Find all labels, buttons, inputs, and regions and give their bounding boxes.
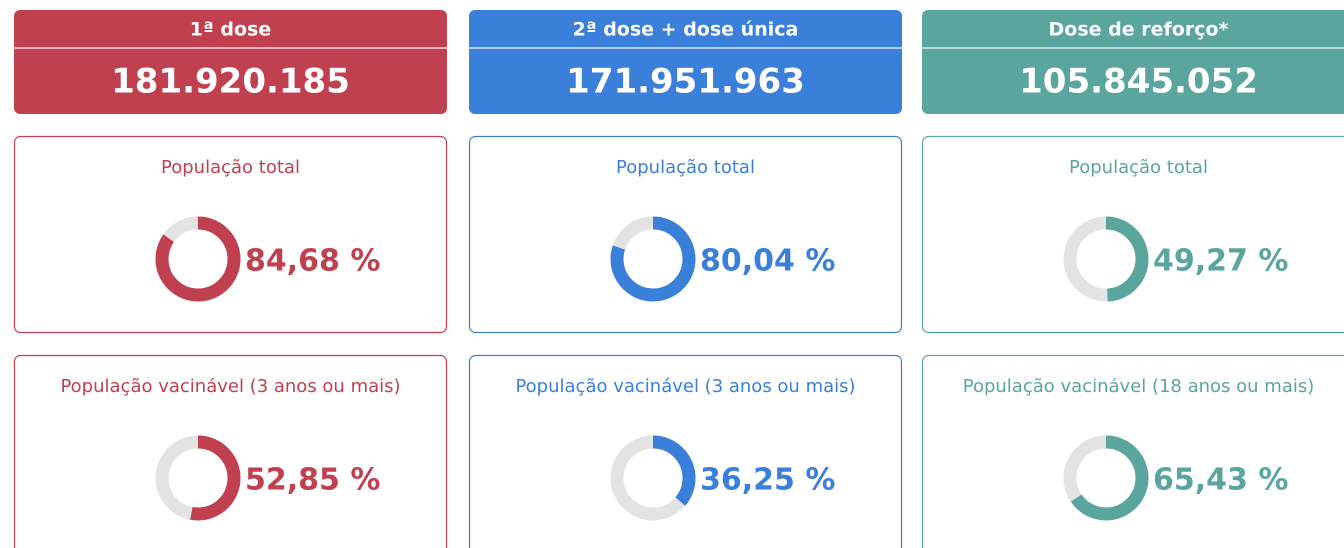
percent-label: 80,04 % (700, 244, 835, 279)
dose-header (469, 10, 902, 114)
card-label: População vacinável (18 anos ou mais) (963, 376, 1315, 397)
card-label: População vacinável (3 anos ou mais) (515, 376, 855, 397)
donut-arc (155, 435, 241, 521)
donut-arc (610, 216, 696, 302)
dose-header (14, 10, 447, 114)
percent-label: 84,68 % (245, 244, 380, 279)
percent-label: 65,43 % (1153, 463, 1288, 498)
donut-arc (610, 435, 696, 521)
dose-header (922, 10, 1344, 114)
card-label: População vacinável (3 anos ou mais) (60, 376, 400, 397)
donut-arc (155, 216, 241, 302)
percent-label: 36,25 % (700, 463, 835, 498)
dose-title: 2ª dose + dose única (573, 19, 799, 41)
dose-title: Dose de reforço* (1049, 19, 1229, 41)
dose-total: 171.951.963 (566, 62, 805, 102)
card-label: População total (161, 157, 300, 178)
card-label: População total (1069, 157, 1208, 178)
donut-arc (1063, 435, 1149, 521)
dose-title: 1ª dose (190, 19, 271, 41)
donut-arc (1063, 216, 1149, 302)
dose-total: 105.845.052 (1019, 62, 1258, 102)
percent-label: 49,27 % (1153, 244, 1288, 279)
card-label: População total (616, 157, 755, 178)
percent-label: 52,85 % (245, 463, 380, 498)
dose-total: 181.920.185 (111, 62, 350, 102)
